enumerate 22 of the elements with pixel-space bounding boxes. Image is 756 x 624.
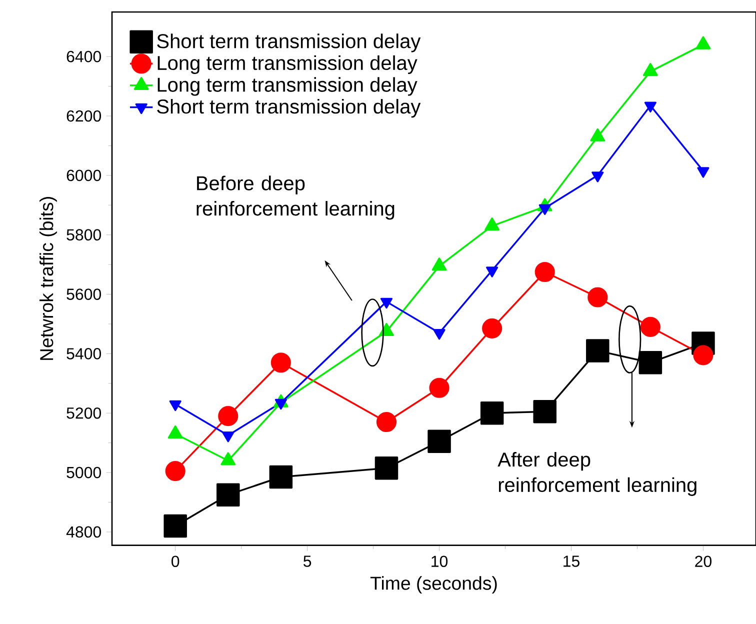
- annotation: Before deep reinforcement learning: [196, 176, 394, 220]
- y-tick-label: 6000: [66, 170, 102, 182]
- x-tick-label: 20: [695, 556, 712, 568]
- x-tick-label: 0: [172, 556, 180, 568]
- x-tick-label: 10: [432, 556, 448, 568]
- annotation: After deep reinforcement learning: [498, 452, 696, 496]
- legend-label: Short term transmission delay: [157, 34, 421, 52]
- y-tick-label: 5000: [66, 466, 102, 478]
- y-tick-label: 5600: [66, 288, 102, 300]
- x-tick-label: 5: [304, 556, 312, 567]
- legend-label: Short term transmission delay: [157, 98, 421, 118]
- y-tick-label: 4800: [66, 526, 102, 538]
- y-axis-title: Netwrok traffic (bits): [40, 197, 57, 360]
- y-tick-label: 5400: [66, 348, 102, 360]
- legend-label: Long term transmission delay: [158, 77, 418, 96]
- y-tick-label: 5800: [66, 229, 102, 241]
- y-tick-label: 6200: [66, 110, 102, 122]
- x-tick-label: 15: [564, 556, 580, 567]
- x-axis-title: Time (seconds): [370, 576, 497, 594]
- y-tick-label: 5200: [66, 407, 102, 419]
- legend-label: Long term transmission delay: [158, 55, 418, 74]
- y-tick-label: 6400: [66, 50, 102, 62]
